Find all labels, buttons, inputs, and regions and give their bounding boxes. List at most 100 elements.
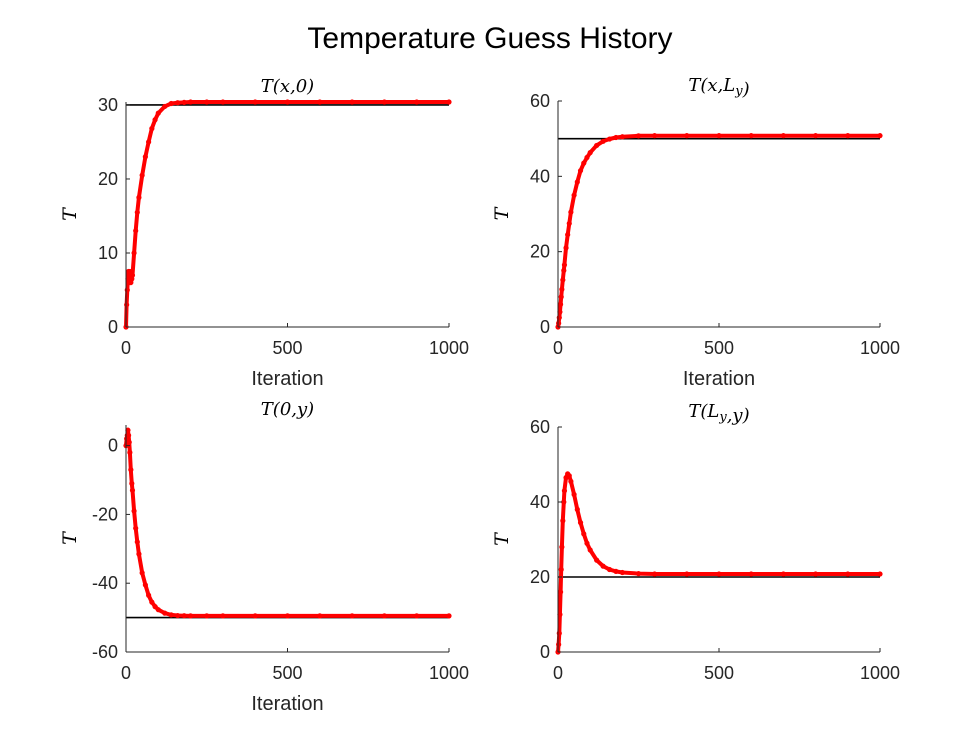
data-point bbox=[813, 133, 819, 139]
data-point bbox=[560, 277, 566, 283]
data-point bbox=[556, 314, 562, 321]
data-point bbox=[381, 613, 387, 619]
x-tick-label: 500 bbox=[704, 663, 734, 683]
data-point bbox=[252, 613, 258, 619]
x-tick-label: 1000 bbox=[429, 663, 469, 683]
subplot-2: 0 500 1000 0 20 40 60 T(x,Ly) T Iteration bbox=[491, 75, 900, 390]
data-point bbox=[557, 611, 563, 618]
data-point bbox=[748, 571, 754, 577]
x-tick-label: 0 bbox=[121, 338, 131, 358]
data-point bbox=[594, 142, 600, 149]
subplot-3: 0 500 1000 -60 -40 -20 0 T(0,y) T Iteration bbox=[59, 399, 469, 715]
y-tick-label: 0 bbox=[540, 642, 550, 662]
data-point bbox=[446, 99, 452, 105]
data-point bbox=[204, 613, 210, 619]
data-point bbox=[284, 613, 291, 619]
data-point bbox=[559, 544, 565, 550]
data-point bbox=[556, 320, 562, 326]
data-point bbox=[446, 613, 452, 619]
data-point bbox=[581, 160, 587, 166]
y-tick-label: 20 bbox=[98, 169, 118, 189]
data-point bbox=[568, 209, 574, 215]
data-point bbox=[635, 133, 642, 139]
data-point bbox=[149, 599, 155, 605]
data-point bbox=[600, 563, 606, 569]
data-point bbox=[146, 592, 152, 598]
y-tick-label: 20 bbox=[530, 567, 550, 587]
data-point bbox=[204, 99, 210, 105]
data-point bbox=[136, 551, 142, 557]
y-tick-label: 60 bbox=[530, 91, 550, 111]
series-line bbox=[556, 133, 880, 328]
data-point bbox=[349, 613, 355, 619]
data-point bbox=[584, 154, 590, 161]
data-point bbox=[381, 99, 387, 105]
data-point bbox=[780, 571, 787, 577]
data-point bbox=[155, 607, 161, 613]
data-point bbox=[168, 100, 174, 107]
data-point bbox=[125, 432, 132, 438]
data-point bbox=[606, 136, 613, 142]
subplot-title: T(x,Ly) bbox=[688, 75, 749, 100]
x-tick-label: 1000 bbox=[860, 663, 900, 683]
data-point bbox=[877, 133, 883, 139]
data-point bbox=[349, 99, 355, 105]
data-point bbox=[139, 172, 145, 178]
data-point bbox=[560, 518, 566, 524]
data-point bbox=[220, 613, 226, 619]
y-tick-label: 20 bbox=[530, 242, 550, 262]
data-point bbox=[317, 613, 323, 619]
y-tick-label: 40 bbox=[530, 492, 550, 512]
data-point bbox=[574, 506, 580, 513]
data-point bbox=[619, 134, 626, 140]
data-point bbox=[845, 133, 851, 139]
data-point bbox=[131, 250, 137, 256]
y-tick-label: -20 bbox=[92, 504, 118, 524]
x-tick-label: 1000 bbox=[860, 338, 900, 358]
data-point bbox=[124, 302, 130, 308]
data-point bbox=[619, 569, 626, 576]
data-point bbox=[136, 194, 142, 201]
data-point bbox=[716, 571, 722, 577]
data-point bbox=[561, 499, 567, 505]
x-tick-label: 0 bbox=[553, 338, 563, 358]
data-point bbox=[613, 134, 619, 141]
data-point bbox=[568, 478, 574, 484]
data-point bbox=[556, 630, 562, 636]
data-point bbox=[129, 480, 135, 487]
data-point bbox=[152, 117, 158, 123]
data-point bbox=[557, 301, 564, 307]
data-point bbox=[561, 262, 568, 268]
data-point bbox=[684, 571, 690, 577]
x-tick-label: 500 bbox=[272, 663, 302, 683]
data-point bbox=[146, 139, 152, 145]
y-tick-label: -60 bbox=[92, 642, 118, 662]
data-point bbox=[684, 133, 690, 139]
data-point bbox=[845, 571, 851, 577]
data-point bbox=[587, 547, 593, 553]
data-point bbox=[652, 133, 658, 139]
data-point bbox=[584, 540, 590, 546]
data-point bbox=[748, 133, 754, 139]
data-point bbox=[142, 582, 148, 588]
data-point bbox=[128, 467, 134, 473]
data-point bbox=[813, 571, 819, 577]
subplot-title: T(x,0) bbox=[261, 76, 314, 97]
data-point bbox=[149, 126, 155, 132]
x-tick-label: 1000 bbox=[429, 338, 469, 358]
data-point bbox=[566, 473, 572, 479]
data-point bbox=[716, 133, 722, 139]
data-point bbox=[571, 491, 577, 498]
data-point bbox=[168, 612, 174, 618]
data-point bbox=[139, 570, 145, 576]
data-point bbox=[181, 613, 187, 619]
subplot-1: 0 500 1000 0 10 20 30 T(x,0) T Iteration bbox=[59, 76, 469, 390]
data-point bbox=[594, 557, 600, 563]
data-point bbox=[606, 566, 613, 573]
data-point bbox=[129, 272, 136, 278]
y-tick-label: 10 bbox=[98, 243, 118, 263]
data-point bbox=[577, 520, 584, 526]
x-axis-label: Iteration bbox=[251, 368, 323, 390]
data-point bbox=[414, 99, 420, 105]
